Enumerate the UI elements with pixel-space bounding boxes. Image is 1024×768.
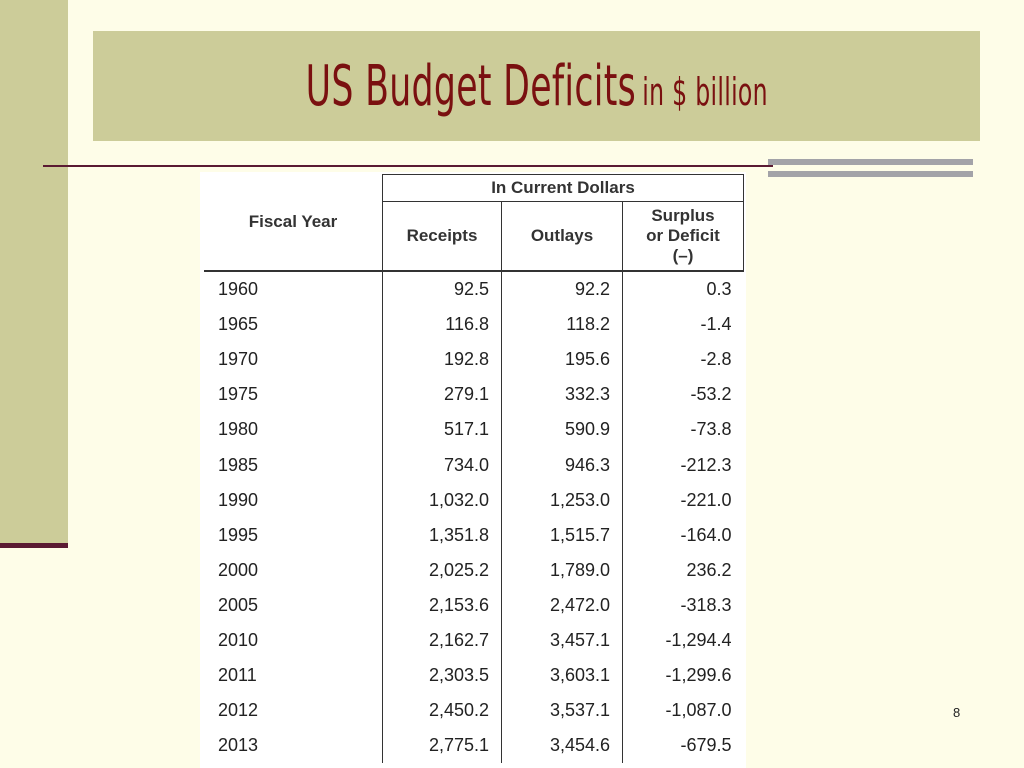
title-main: US Budget Deficits: [305, 53, 636, 119]
table-row: 1995 1,351.8 1,515.7 -164.0: [204, 517, 744, 553]
cell-outlays: 195.6: [501, 342, 623, 378]
cell-fiscal-year: 2000: [204, 552, 383, 588]
cell-receipts: 2,162.7: [382, 622, 502, 659]
cell-fiscal-year: 1965: [204, 307, 383, 343]
cell-surplus-deficit: -1,294.4: [665, 629, 732, 650]
cell-surplus-deficit: -73.8: [690, 419, 732, 440]
table-row: 1985 734.0 946.3 -212.3: [204, 447, 744, 483]
table-row: 1990 1,032.0 1,253.0 -221.0: [204, 482, 744, 518]
cell-surplus-deficit: -679.5: [680, 735, 732, 756]
cell-surplus-deficit: 0.3: [706, 279, 732, 300]
cell-fiscal-year: 1975: [204, 377, 383, 413]
cell-receipts: 2,775.1: [382, 728, 502, 764]
cell-receipts: 92.5: [382, 271, 502, 308]
table-row: 1965 116.8 118.2 -1.4: [204, 307, 744, 343]
cell-receipts: 1,351.8: [382, 517, 502, 553]
cell-fiscal-year: 2005: [204, 587, 383, 623]
header-receipts: Receipts: [382, 201, 502, 272]
cell-outlays: 1,253.0: [501, 482, 623, 518]
gray-accent-bar-top: [768, 159, 973, 165]
cell-receipts: 2,153.6: [382, 587, 502, 623]
left-accent-bar: [0, 0, 68, 546]
cell-fiscal-year: 2012: [204, 693, 383, 729]
header-surplus-line2: or Deficit: [646, 226, 720, 245]
cell-surplus-deficit: -212.3: [680, 454, 732, 475]
header-group-current-dollars: In Current Dollars: [382, 174, 744, 202]
title-divider-line: [43, 165, 773, 167]
table-row: 1970 192.8 195.6 -2.8: [204, 342, 744, 378]
table-row: 2013 2,775.1 3,454.6 -679.5: [204, 728, 744, 764]
cell-outlays: 3,454.6: [501, 728, 623, 764]
cell-surplus-deficit: -53.2: [690, 384, 732, 405]
cell-surplus-deficit: -1.4: [700, 314, 732, 335]
cell-outlays: 332.3: [501, 377, 623, 413]
cell-surplus-deficit: 236.2: [686, 559, 732, 580]
header-surplus-line3: (–): [672, 246, 694, 265]
cell-receipts: 116.8: [382, 307, 502, 343]
table-row: 2011 2,303.5 3,603.1 -1,299.6: [204, 658, 744, 694]
cell-outlays: 92.2: [501, 271, 623, 308]
cell-fiscal-year: 1970: [204, 342, 383, 378]
budget-table-image: Fiscal Year In Current Dollars Receipts …: [200, 172, 746, 768]
cell-fiscal-year: 2011: [204, 658, 383, 694]
cell-outlays: 590.9: [501, 412, 623, 448]
table-row: 2005 2,153.6 2,472.0 -318.3: [204, 587, 744, 623]
cell-fiscal-year: 1995: [204, 517, 383, 553]
cell-surplus-deficit: -318.3: [680, 594, 732, 615]
cell-outlays: 946.3: [501, 447, 623, 483]
header-fiscal-year: Fiscal Year: [204, 174, 383, 272]
header-outlays: Outlays: [501, 201, 623, 272]
table-row: 1980 517.1 590.9 -73.8: [204, 412, 744, 448]
table-row: 1960 92.5 92.2 0.3: [204, 271, 744, 308]
table-row: 2012 2,450.2 3,537.1 -1,087.0: [204, 693, 744, 729]
budget-table: Fiscal Year In Current Dollars Receipts …: [204, 174, 744, 764]
cell-fiscal-year: 2010: [204, 622, 383, 659]
cell-surplus-deficit: -2.8: [700, 349, 732, 370]
cell-fiscal-year: 1990: [204, 482, 383, 518]
cell-receipts: 2,025.2: [382, 552, 502, 588]
table-row: 1975 279.1 332.3 -53.2: [204, 377, 744, 413]
table-row: 2000 2,025.2 1,789.0 236.2: [204, 552, 744, 588]
slide-title: US Budget Deficits in $ billion: [305, 54, 767, 119]
cell-receipts: 2,450.2: [382, 693, 502, 729]
cell-receipts: 2,303.5: [382, 658, 502, 694]
cell-outlays: 3,603.1: [501, 658, 623, 694]
table-row: 2010 2,162.7 3,457.1 -1,294.4: [204, 622, 744, 659]
cell-receipts: 192.8: [382, 342, 502, 378]
header-surplus-deficit: Surplus or Deficit (–): [622, 201, 744, 272]
cell-outlays: 118.2: [501, 307, 623, 343]
cell-surplus-deficit: -221.0: [680, 489, 732, 510]
cell-surplus-deficit: -164.0: [680, 524, 732, 545]
left-accent-underline: [0, 543, 68, 548]
cell-outlays: 2,472.0: [501, 587, 623, 623]
cell-outlays: 3,537.1: [501, 693, 623, 729]
cell-fiscal-year: 1960: [204, 271, 383, 308]
cell-outlays: 3,457.1: [501, 622, 623, 659]
title-subtitle: in $ billion: [641, 69, 768, 114]
cell-fiscal-year: 1980: [204, 412, 383, 448]
cell-surplus-deficit: -1,087.0: [665, 700, 732, 721]
cell-receipts: 734.0: [382, 447, 502, 483]
header-surplus-line1: Surplus: [651, 206, 715, 225]
gray-accent-bar-bottom: [768, 171, 973, 177]
cell-outlays: 1,789.0: [501, 552, 623, 588]
cell-fiscal-year: 2013: [204, 728, 383, 764]
cell-surplus-deficit: -1,299.6: [665, 665, 732, 686]
cell-receipts: 279.1: [382, 377, 502, 413]
cell-outlays: 1,515.7: [501, 517, 623, 553]
cell-receipts: 1,032.0: [382, 482, 502, 518]
cell-fiscal-year: 1985: [204, 447, 383, 483]
title-panel: US Budget Deficits in $ billion: [93, 31, 980, 141]
cell-receipts: 517.1: [382, 412, 502, 448]
page-number: 8: [953, 705, 961, 720]
table-body: 1960 92.5 92.2 0.3 1965 116.8 118.2 -1.4 1970 192…: [204, 271, 744, 764]
